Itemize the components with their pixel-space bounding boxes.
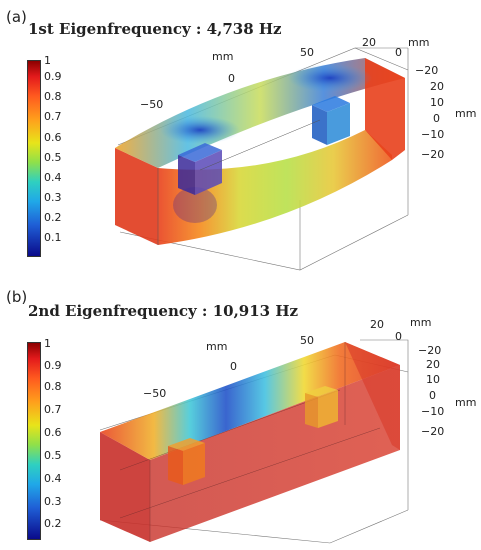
panel-a-z-tick: 20 — [430, 80, 444, 93]
panel-a-beam-front-face — [158, 130, 392, 245]
panel-a-beam-right-face — [365, 58, 405, 160]
panel-b-colorbar — [27, 342, 41, 540]
panel-a-title: 1st Eigenfrequency : 4,738 Hz — [28, 20, 282, 38]
panel-a-z-tick: 10 — [430, 96, 444, 109]
cbar-a-tick: 0.6 — [44, 131, 62, 144]
panel-b-beam-plot: mm −50 0 50 20 mm 0 −20 20 10 0 mm −10 −… — [99, 316, 476, 544]
panel-a-x-tick: −50 — [140, 98, 163, 111]
cbar-b-tick: 0.5 — [44, 449, 62, 462]
panel-b-z-tick: 10 — [426, 373, 440, 386]
cbar-a-tick: 0.5 — [44, 151, 62, 164]
panel-a-x-tick: 50 — [300, 46, 314, 59]
cbar-a-tick: 0.9 — [44, 70, 62, 83]
cbar-a-tick: 0.1 — [44, 231, 62, 244]
panel-a-y-tick: −20 — [415, 64, 438, 77]
cbar-b-tick: 1 — [44, 337, 51, 350]
panel-b-z-tick: −20 — [421, 425, 444, 438]
panel-a-colorbar — [27, 60, 41, 257]
cbar-b-tick: 0.7 — [44, 403, 62, 416]
cbar-b-tick: 0.6 — [44, 426, 62, 439]
panel-a-label: (a) — [6, 8, 27, 26]
panel-a-z-tick: 0 — [433, 112, 440, 125]
panel-a-z-label: mm — [455, 107, 476, 120]
panel-b-z-label: mm — [455, 396, 476, 409]
panel-a-z-tick: −10 — [421, 128, 444, 141]
panel-a-y-tick: 20 — [362, 36, 376, 49]
cbar-b-tick: 0.8 — [44, 380, 62, 393]
panel-b-mass-right — [305, 386, 338, 428]
panel-b-beam-top-face — [100, 342, 400, 460]
panel-b-y-tick: −20 — [418, 344, 441, 357]
cbar-b-tick: 0.9 — [44, 359, 62, 372]
panel-a-x-label: mm — [212, 50, 233, 63]
panel-b-x-label: mm — [206, 340, 227, 353]
cbar-a-tick: 0.2 — [44, 211, 62, 224]
cbar-a-tick: 0.7 — [44, 110, 62, 123]
cbar-a-tick: 1 — [44, 54, 51, 67]
panel-b-label: (b) — [6, 288, 28, 306]
cbar-a-tick: 0.4 — [44, 171, 62, 184]
cbar-a-tick: 0.8 — [44, 90, 62, 103]
panel-a-x-tick: 0 — [228, 72, 235, 85]
panel-b-x-tick: −50 — [143, 387, 166, 400]
panel-b-x-tick: 50 — [300, 334, 314, 347]
panel-b-z-tick: 20 — [426, 358, 440, 371]
panel-b-z-tick: 0 — [429, 389, 436, 402]
panel-b-z-tick: −10 — [421, 405, 444, 418]
panel-b-y-tick: 0 — [395, 330, 402, 343]
panel-a-z-tick: −20 — [421, 148, 444, 161]
panel-a-y-label: mm — [408, 36, 429, 49]
cbar-a-tick: 0.3 — [44, 191, 62, 204]
panel-b-title: 2nd Eigenfrequency : 10,913 Hz — [28, 302, 299, 320]
panel-b-y-label: mm — [410, 316, 431, 329]
panel-b-x-tick: 0 — [230, 360, 237, 373]
panel-a-mass-left — [178, 143, 222, 195]
cbar-b-tick: 0.3 — [44, 495, 62, 508]
panel-a-beam-plot: mm −50 0 50 20 0 mm −20 20 10 mm 0 −10 −… — [115, 36, 476, 271]
cbar-b-tick: 0.2 — [44, 517, 62, 530]
panel-a-beam-left-face — [115, 148, 158, 245]
panel-b-beam-left-face — [100, 432, 150, 542]
panel-b-y-tick: 20 — [370, 318, 384, 331]
panel-b-mass-left — [168, 438, 205, 485]
panel-a-mass-right — [312, 96, 350, 145]
panel-a-y-tick: 0 — [395, 46, 402, 59]
cbar-b-tick: 0.4 — [44, 472, 62, 485]
